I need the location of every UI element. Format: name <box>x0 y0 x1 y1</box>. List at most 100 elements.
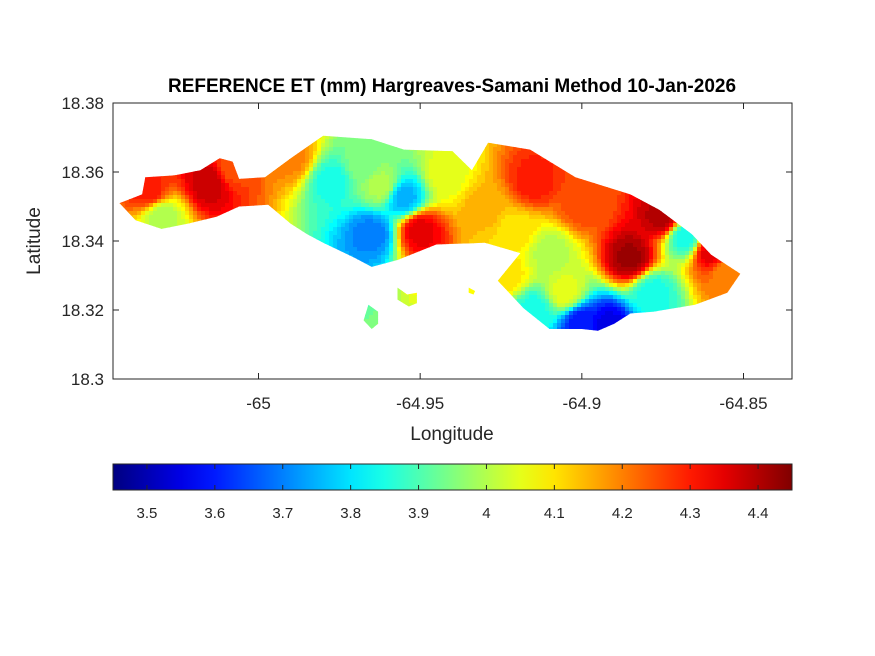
heatmap-cell <box>305 179 310 184</box>
heatmap-cell <box>209 175 214 180</box>
heatmap-cell <box>221 159 226 164</box>
heatmap-cell <box>329 227 334 232</box>
heatmap-cell <box>277 195 282 200</box>
heatmap-cell <box>393 155 398 160</box>
heatmap-cell <box>361 203 366 208</box>
heatmap-cell <box>169 207 174 212</box>
heatmap-cell <box>225 159 230 164</box>
heatmap-cell <box>397 291 402 296</box>
heatmap-cell <box>285 159 290 164</box>
heatmap-cell <box>133 199 138 204</box>
heatmap-cell <box>373 215 378 220</box>
heatmap-cell <box>325 135 330 140</box>
heatmap-cell <box>401 163 406 168</box>
heatmap-cell <box>289 207 294 212</box>
heatmap-cell <box>369 179 374 184</box>
heatmap-cell <box>305 187 310 192</box>
heatmap-cell <box>161 187 166 192</box>
heatmap-cell <box>161 175 166 180</box>
heatmap-cell <box>229 179 234 184</box>
heatmap-cell <box>301 159 306 164</box>
heatmap-cell <box>373 323 378 328</box>
heatmap-cell <box>365 231 370 236</box>
heatmap-cell <box>141 195 146 200</box>
heatmap-cell <box>357 199 362 204</box>
heatmap-cell <box>349 215 354 220</box>
heatmap-cell <box>365 195 370 200</box>
heatmap-cell <box>269 187 274 192</box>
heatmap-cell <box>393 227 398 232</box>
heatmap-cell <box>377 143 382 148</box>
heatmap-cell <box>149 219 154 224</box>
heatmap-cell <box>253 179 258 184</box>
heatmap-cell <box>389 159 394 164</box>
heatmap-cell <box>337 247 342 252</box>
heatmap-cell <box>393 175 398 180</box>
heatmap-cell <box>185 203 190 208</box>
heatmap-cell <box>213 191 218 196</box>
heatmap-cell <box>361 207 366 212</box>
heatmap-cell <box>385 171 390 176</box>
heatmap-cell <box>241 191 246 196</box>
heatmap-cell <box>365 315 370 320</box>
heatmap-cell <box>165 187 170 192</box>
heatmap-cell <box>357 187 362 192</box>
heatmap-cell <box>325 175 330 180</box>
heatmap-cell <box>341 179 346 184</box>
heatmap-cell <box>349 231 354 236</box>
heatmap-cell <box>341 135 346 140</box>
heatmap-cell <box>169 203 174 208</box>
heatmap-cell <box>357 179 362 184</box>
heatmap-cell <box>269 199 274 204</box>
heatmap-cell <box>337 175 342 180</box>
heatmap-cell <box>173 191 178 196</box>
heatmap-cell <box>349 143 354 148</box>
heatmap-cell <box>233 199 238 204</box>
heatmap-cell <box>257 195 262 200</box>
heatmap-cell <box>373 255 378 260</box>
heatmap-cell <box>325 147 330 152</box>
heatmap-cell <box>169 183 174 188</box>
heatmap-cell <box>397 179 402 184</box>
heatmap-cell <box>197 195 202 200</box>
heatmap-cell <box>329 171 334 176</box>
heatmap-cell <box>261 187 266 192</box>
heatmap-cell <box>217 171 222 176</box>
heatmap-cell <box>377 183 382 188</box>
heatmap-cell <box>401 191 406 196</box>
heatmap-cell <box>149 175 154 180</box>
heatmap-cell <box>353 251 358 256</box>
heatmap-cell <box>341 247 346 252</box>
heatmap-cell <box>373 159 378 164</box>
heatmap-cell <box>269 191 274 196</box>
heatmap-cell <box>189 211 194 216</box>
heatmap-cell <box>233 179 238 184</box>
heatmap-cell <box>273 203 278 208</box>
heatmap-cell <box>173 187 178 192</box>
heatmap-cell <box>401 183 406 188</box>
heatmap-cell <box>289 163 294 168</box>
heatmap-cell <box>325 143 330 148</box>
heatmap-cell <box>325 179 330 184</box>
heatmap-cell <box>357 223 362 228</box>
heatmap-cell <box>341 203 346 208</box>
heatmap-cell <box>253 199 258 204</box>
heatmap-cell <box>285 179 290 184</box>
heatmap-cell <box>297 155 302 160</box>
heatmap-cell <box>289 175 294 180</box>
heatmap-cell <box>353 239 358 244</box>
heatmap-cell <box>177 219 182 224</box>
heatmap-cell <box>269 175 274 180</box>
heatmap-cell <box>381 203 386 208</box>
heatmap-cell <box>389 247 394 252</box>
heatmap-cell <box>321 207 326 212</box>
heatmap-cell <box>205 179 210 184</box>
heatmap-cell <box>393 179 398 184</box>
heatmap-cell <box>289 191 294 196</box>
heatmap-cell <box>317 183 322 188</box>
heatmap-cell <box>337 151 342 156</box>
heatmap-cell <box>293 167 298 172</box>
heatmap-cell <box>141 187 146 192</box>
heatmap-cell <box>373 163 378 168</box>
